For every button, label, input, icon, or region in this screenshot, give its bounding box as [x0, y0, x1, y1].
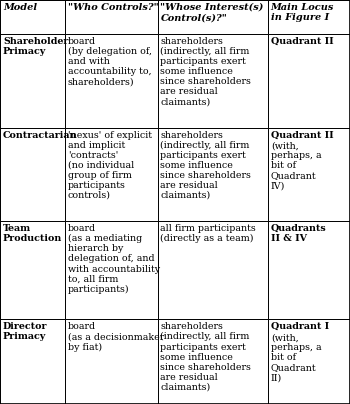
Bar: [65, 34, 158, 128]
Text: all firm participants
(directly as a team): all firm participants (directly as a tea…: [161, 224, 256, 243]
Text: Team
Production: Team Production: [3, 224, 62, 243]
Text: shareholders
(indirectly, all firm
participants exert
some influence
since share: shareholders (indirectly, all firm parti…: [161, 130, 251, 200]
Text: shareholders
(indirectly, all firm
participants exert
some influence
since share: shareholders (indirectly, all firm parti…: [161, 322, 251, 392]
Text: Main Locus
in Figure I: Main Locus in Figure I: [271, 3, 334, 22]
Text: "Whose Interest(s)
Control(s)?": "Whose Interest(s) Control(s)?": [161, 3, 264, 22]
Text: Director
Primacy: Director Primacy: [3, 322, 48, 341]
Bar: [268, 221, 350, 319]
Text: (with,
perhaps, a
bit of
Quadrant
II): (with, perhaps, a bit of Quadrant II): [271, 333, 321, 382]
Text: Quadrant II: Quadrant II: [271, 130, 333, 139]
Text: Model: Model: [3, 3, 37, 12]
Bar: [0, 128, 65, 221]
Bar: [268, 0, 350, 34]
Text: shareholders
(indirectly, all firm
participants exert
some influence
since share: shareholders (indirectly, all firm parti…: [161, 37, 251, 106]
Text: Shareholder
Primacy: Shareholder Primacy: [3, 37, 68, 56]
Bar: [65, 0, 158, 34]
Bar: [0, 221, 65, 319]
Text: Contractarian: Contractarian: [3, 130, 77, 139]
Text: 'nexus' of explicit
and implicit
'contracts'
(no individual
group of firm
partic: 'nexus' of explicit and implicit 'contra…: [68, 130, 152, 200]
Bar: [65, 221, 158, 319]
Text: board
(by delegation of,
and with
accountability to,
shareholders): board (by delegation of, and with accoun…: [68, 37, 152, 86]
Text: Quadrant I: Quadrant I: [271, 322, 329, 331]
Bar: [268, 34, 350, 128]
Bar: [65, 128, 158, 221]
Text: board
(as a mediating
hierarch by
delegation of, and
with accountability
to, all: board (as a mediating hierarch by delega…: [68, 224, 160, 294]
Text: "Who Controls?": "Who Controls?": [68, 3, 159, 12]
Bar: [65, 319, 158, 404]
Bar: [158, 128, 268, 221]
Bar: [0, 0, 65, 34]
Text: board
(as a decisionmaker
by fiat): board (as a decisionmaker by fiat): [68, 322, 164, 351]
Bar: [158, 34, 268, 128]
Bar: [268, 319, 350, 404]
Bar: [158, 319, 268, 404]
Bar: [0, 319, 65, 404]
Bar: [0, 34, 65, 128]
Bar: [158, 221, 268, 319]
Text: Quadrants
II & IV: Quadrants II & IV: [271, 224, 327, 243]
Bar: [158, 0, 268, 34]
Text: Quadrant II: Quadrant II: [271, 37, 333, 46]
Bar: [268, 128, 350, 221]
Text: (with,
perhaps, a
bit of
Quadrant
IV): (with, perhaps, a bit of Quadrant IV): [271, 141, 321, 191]
